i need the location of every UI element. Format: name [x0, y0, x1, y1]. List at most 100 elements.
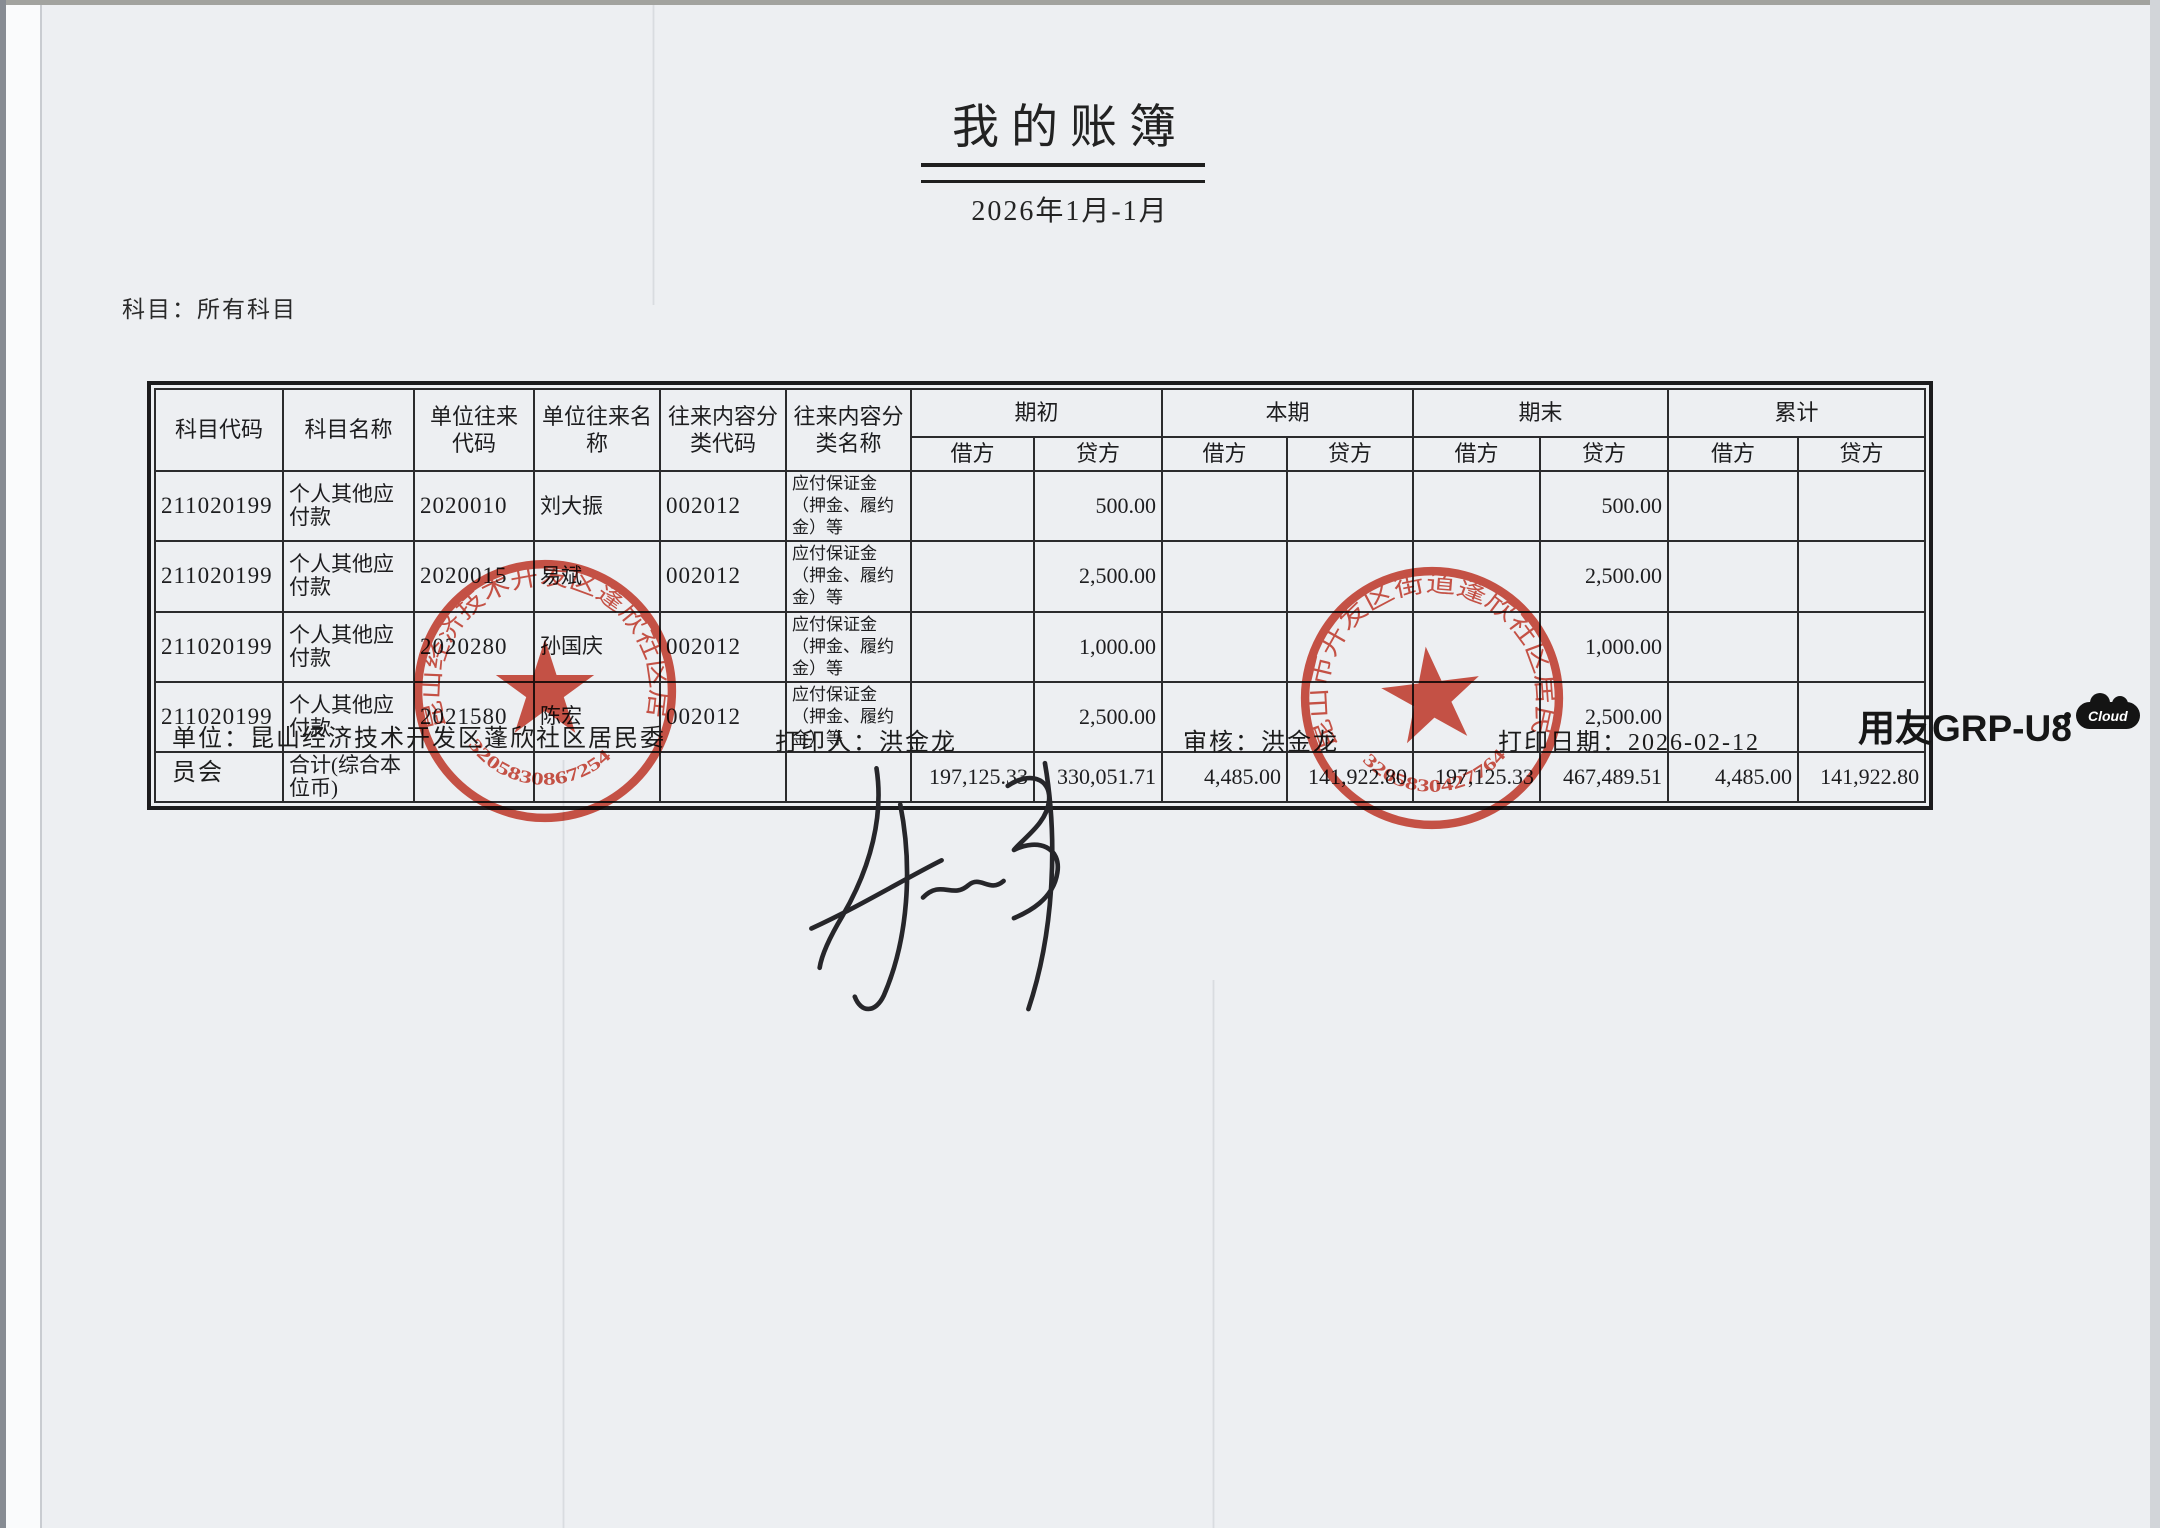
unit-label: 单位：昆山经济技术开发区蓬欣社区居民委员会: [172, 726, 666, 786]
amount-cell: [910, 680, 1035, 754]
sub-header-debit: 借方: [1161, 436, 1289, 472]
sub-header-debit: 借方: [910, 436, 1035, 472]
sub-header-credit: 贷方: [1032, 436, 1164, 472]
text-cell: 个人其他应付款: [282, 680, 415, 754]
amount-cell: 500.00: [1539, 469, 1670, 543]
col-header-category-code: 往来内容分类代码: [659, 388, 787, 472]
code-cell: [659, 751, 787, 804]
category-name-cell: 应付保证金（押金、履约金）等: [785, 540, 912, 613]
amount-cell: 500.00: [1032, 469, 1164, 543]
col-header-category-name: 往来内容分类名称: [785, 388, 912, 472]
star-icon: [1381, 646, 1479, 744]
code-cell: 211020199: [154, 540, 284, 613]
paper-crease: [1212, 980, 1215, 1528]
paper-crease: [562, 760, 565, 1528]
title-underline: [921, 163, 1205, 167]
amount-cell: 4,485.00: [1161, 751, 1289, 804]
star-icon: [495, 639, 595, 733]
stamp-ring-text: 昆山市开发区街道蓬欣社区居民委员会: [1257, 521, 1565, 772]
code-cell: [154, 751, 284, 804]
scan-edge-left: [0, 0, 6, 1528]
scan-edge-right: [2150, 0, 2160, 1528]
code-cell: 002012: [659, 610, 787, 683]
amount-cell: [1286, 469, 1415, 543]
group-header-closing: 期末: [1412, 388, 1670, 438]
total-row: 合计(综合本位币) 197,125.33 330,051.71 4,485.00 141…: [154, 751, 1927, 804]
amount-cell: [1161, 680, 1289, 754]
print-date-label: 打印日期：2026-02-12: [1498, 730, 1760, 756]
svg-text:昆山市开发区街道蓬欣社区居民委员会: 昆山市开发区街道蓬欣社区居民委员会: [1275, 541, 1566, 772]
amount-cell: 2,500.00: [1539, 540, 1670, 613]
amount-cell: [1797, 540, 1927, 613]
table-row: 211020199 个人其他应付款 2020010 刘大振 002012 应付保证金（押金…: [154, 469, 1927, 543]
logo-dot: [2063, 712, 2071, 719]
amount-cell: [910, 610, 1035, 683]
amount-cell: [1667, 540, 1800, 613]
ledger-table: 科目代码 科目名称 单位往来代码 单位往来名称 往来内容分类代码 往来内容分类名…: [154, 388, 1927, 804]
amount-cell: [910, 540, 1035, 613]
code-cell: 002012: [659, 469, 787, 543]
amount-cell: [1797, 610, 1927, 683]
svg-text:3205830867254: 3205830867254: [465, 735, 615, 789]
table-row: 211020199 个人其他应付款 2020280 孙国庆 002012 应付保证金（押金…: [154, 610, 1927, 683]
amount-cell: 197,125.33: [910, 751, 1035, 804]
official-stamp-left: 昆山经济技术开发区蓬欣社区居民委员会 3205830867254: [390, 528, 686, 832]
amount-cell: [1667, 680, 1800, 754]
group-header-current: 本期: [1161, 388, 1415, 438]
amount-cell: 4,485.00: [1667, 751, 1800, 804]
code-cell: 002012: [659, 680, 787, 754]
svg-text:3205830427764: 3205830427764: [1358, 733, 1514, 805]
amount-cell: [1161, 540, 1289, 613]
amount-cell: 1,000.00: [1539, 610, 1670, 683]
sub-header-credit: 贷方: [1797, 436, 1927, 472]
logo-text: 用友GRP-U8: [1858, 708, 2072, 749]
title-underline: [921, 180, 1205, 183]
code-cell: 2021580: [413, 680, 535, 754]
text-cell: 个人其他应付款: [282, 610, 415, 683]
code-cell: 211020199: [154, 680, 284, 754]
amount-cell: 467,489.51: [1539, 751, 1670, 804]
page-title: 我的账簿: [952, 102, 1188, 154]
col-header-unit-name: 单位往来名称: [533, 388, 661, 472]
stamp-seal-icon: 昆山市开发区街道蓬欣社区居民委员会 3205830427764: [1257, 521, 1566, 830]
col-header-unit-code: 单位往来代码: [413, 388, 535, 472]
sub-header-debit: 借方: [1412, 436, 1542, 472]
stamp-number: 3205830867254: [465, 735, 615, 789]
text-cell: 个人其他应付款: [282, 469, 415, 543]
cloud-icon: Cloud: [2075, 693, 2140, 729]
sub-header-credit: 贷方: [1539, 436, 1670, 472]
category-name-cell: [785, 751, 912, 804]
yonyou-grp-u8-logo: 用友GRP-U8 Cloud: [1858, 693, 2140, 749]
amount-cell: [1161, 469, 1289, 543]
amount-cell: 330,051.71: [1032, 751, 1164, 804]
table-body: 211020199 个人其他应付款 2020010 刘大振 002012 应付保证金（押金…: [154, 469, 1927, 804]
amount-cell: 141,922.80: [1797, 751, 1927, 804]
amount-cell: [1412, 469, 1542, 543]
category-name-cell: 应付保证金（押金、履约金）等: [785, 469, 912, 543]
ledger-table-frame: 科目代码 科目名称 单位往来代码 单位往来名称 往来内容分类代码 往来内容分类名…: [147, 381, 1934, 811]
code-cell: 002012: [659, 540, 787, 613]
group-header-opening: 期初: [909, 388, 1164, 438]
amount-cell: 2,500.00: [1032, 680, 1164, 754]
report-period: 2026年1月-1月: [971, 196, 1169, 227]
sub-header-debit: 借方: [1667, 436, 1800, 472]
cloud-badge-icon: Cloud: [2055, 693, 2140, 729]
table-row: 211020199个人其他应付款2021580陈宏002012应付保证金（押金、…: [154, 680, 1927, 754]
code-cell: 2020015: [413, 540, 535, 613]
amount-cell: [1667, 610, 1800, 683]
scan-edge-top: [0, 0, 2160, 5]
handwritten-signature: [809, 760, 1061, 1012]
text-cell: 刘大振: [533, 469, 661, 543]
group-header-accumulated: 累计: [1667, 388, 1927, 438]
text-cell: 合计(综合本位币): [282, 751, 415, 804]
amount-cell: [1797, 469, 1927, 543]
cloud-badge-label: Cloud: [2087, 707, 2128, 724]
code-cell: 211020199: [154, 469, 284, 543]
col-header-account-name: 科目名称: [282, 388, 415, 472]
table-row: 211020199 个人其他应付款 2020015 易斌 002012 应付保证金（押金、…: [154, 540, 1927, 613]
stamp-seal-icon: 昆山经济技术开发区蓬欣社区居民委员会 3205830867254: [390, 528, 677, 823]
col-header-account-code: 科目代码: [154, 388, 284, 472]
amount-cell: [1667, 469, 1800, 543]
amount-cell: 141,922.80: [1286, 751, 1415, 804]
